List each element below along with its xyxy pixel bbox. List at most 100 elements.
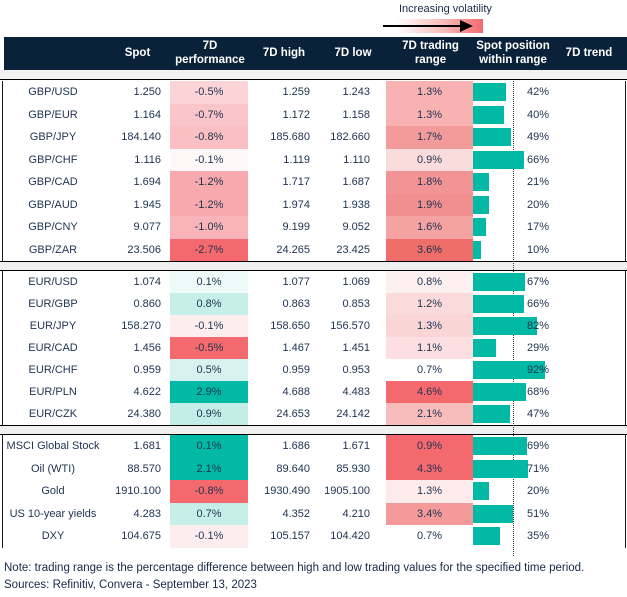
section-divider [0, 425, 627, 435]
table-row[interactable]: GBP/AUD 1.945 -1.2% 1.974 1.938 1.9% 20% [3, 193, 625, 217]
trend-cell [551, 503, 625, 526]
position-value: 17% [527, 221, 550, 234]
low-value: 0.853 [342, 298, 370, 310]
high-value: 4.688 [282, 386, 310, 398]
spot-value: 4.283 [133, 507, 161, 520]
table-row[interactable]: EUR/USD 1.074 0.1% 1.077 1.069 0.8% 67% [3, 271, 625, 293]
volatility-arrow-icon [460, 20, 473, 32]
position-value: 21% [527, 176, 550, 189]
table-row[interactable]: US 10-year yields 4.283 0.7% 4.352 4.210 3.4%… [3, 502, 625, 526]
low-value: 4.210 [342, 507, 370, 520]
low-value: 0.953 [342, 364, 370, 376]
header-7d-trend: 7D trend [565, 46, 613, 59]
trading-range-cell: 1.1% [386, 337, 473, 359]
trend-cell [551, 293, 625, 315]
low-value: 23.425 [336, 243, 370, 256]
table-row[interactable]: MSCI Global Stock 1.681 0.1% 1.686 1.671 0.9%… [3, 435, 625, 458]
asset-label: GBP/CAD [28, 176, 78, 189]
position-value: 42% [527, 86, 550, 99]
high-value: 24.265 [276, 243, 310, 256]
high-value: 105.157 [270, 530, 310, 543]
trading-range-cell: 1.7% [386, 126, 473, 149]
asset-label: EUR/JPY [29, 320, 77, 332]
table-row[interactable]: GBP/JPY 184.140 -0.8% 185.680 182.660 1.7% 49% [3, 126, 625, 149]
performance-cell: -2.7% [170, 238, 248, 261]
trend-cell [551, 216, 625, 239]
position-value: 66% [527, 153, 550, 166]
position-bar [473, 437, 527, 455]
table-row[interactable]: GBP/EUR 1.164 -0.7% 1.172 1.158 1.3% 40% [3, 103, 625, 127]
position-bar-cell: 92% [473, 359, 551, 381]
trend-cell [551, 480, 625, 503]
performance-cell: -1.2% [170, 171, 248, 194]
position-bar-cell: 71% [473, 458, 551, 481]
table-row[interactable]: EUR/PLN 4.622 2.9% 4.688 4.483 4.6% 68% [3, 381, 625, 403]
high-value: 1.717 [282, 176, 310, 189]
position-value: 92% [527, 364, 550, 376]
high-value: 1.172 [282, 108, 310, 121]
position-bar [473, 173, 490, 191]
trend-cell [551, 315, 625, 337]
performance-cell: 0.5% [170, 359, 248, 381]
low-value: 1.069 [342, 276, 370, 288]
header-7d-high: 7D high [262, 46, 306, 59]
low-value: 24.142 [336, 408, 370, 420]
table-row[interactable]: EUR/CAD 1.456 -0.5% 1.467 1.451 1.1% 29% [3, 337, 625, 359]
trend-cell [551, 239, 625, 262]
position-bar [473, 218, 487, 236]
table-row[interactable]: EUR/GBP 0.860 0.8% 0.863 0.853 1.2% 66% [3, 293, 625, 315]
trend-cell [551, 149, 625, 172]
asset-label: EUR/USD [28, 276, 78, 288]
asset-label: GBP/EUR [28, 108, 78, 121]
table-row[interactable]: Gold 1910.100 -0.8% 1930.490 1905.100 1.3% 20% [3, 480, 625, 503]
section-divider [0, 261, 627, 271]
position-bar-cell: 40% [473, 104, 551, 127]
position-bar-cell: 20% [473, 194, 551, 217]
table-row[interactable]: DXY 104.675 -0.1% 105.157 104.420 0.7% 35% [3, 525, 625, 548]
table-row[interactable]: Oil (WTI) 88.570 2.1% 89.640 85.930 4.3% 71% [3, 457, 625, 481]
position-bar [473, 339, 496, 357]
spot-value: 4.622 [133, 386, 161, 398]
high-value: 158.650 [270, 320, 310, 332]
low-value: 1905.100 [324, 485, 370, 498]
table-row[interactable]: GBP/CNY 9.077 -1.0% 9.199 9.052 1.6% 17% [3, 216, 625, 239]
table-row[interactable]: GBP/CAD 1.694 -1.2% 1.717 1.687 1.8% 21% [3, 171, 625, 194]
table-row[interactable]: EUR/CZK 24.380 0.9% 24.653 24.142 2.1% 47% [3, 403, 625, 425]
performance-cell: -0.8% [170, 480, 248, 503]
spot-value: 1.945 [133, 198, 161, 211]
position-bar [473, 273, 526, 291]
spot-value: 1.694 [133, 176, 161, 189]
position-bar-cell: 66% [473, 293, 551, 315]
asset-label: GBP/CHF [28, 153, 78, 166]
trading-range-cell: 1.8% [386, 171, 473, 194]
footnote: Note: trading range is the percentage di… [4, 562, 585, 574]
trading-range-cell: 1.2% [386, 293, 473, 315]
header-separator [0, 70, 627, 80]
position-value: 10% [527, 243, 550, 256]
performance-cell: -0.1% [170, 315, 248, 337]
position-bar [473, 295, 525, 313]
position-bar [473, 405, 510, 423]
table-row[interactable]: GBP/ZAR 23.506 -2.7% 24.265 23.425 3.6% 10% [3, 238, 625, 262]
table-row[interactable]: EUR/CHF 0.959 0.5% 0.959 0.953 0.7% 92% [3, 359, 625, 381]
high-value: 89.640 [276, 462, 310, 475]
position-value: 68% [527, 386, 550, 398]
trading-range-cell: 1.6% [386, 216, 473, 239]
position-value: 69% [527, 440, 550, 453]
position-bar-cell: 21% [473, 171, 551, 194]
low-value: 1.671 [342, 440, 370, 453]
spot-value: 1.456 [133, 342, 161, 354]
table-row[interactable]: GBP/USD 1.250 -0.5% 1.259 1.243 1.3% 42% [3, 81, 625, 104]
position-bar-cell: 42% [473, 81, 551, 104]
table-row[interactable]: GBP/CHF 1.116 -0.1% 1.119 1.110 0.9% 66% [3, 148, 625, 172]
table-body: GBP/USD 1.250 -0.5% 1.259 1.243 1.3% 42% GBP/EU… [0, 81, 627, 556]
high-value: 185.680 [270, 131, 310, 144]
table-section: EUR/USD 1.074 0.1% 1.077 1.069 0.8% 67% EUR/GBP… [2, 271, 626, 425]
position-bar-cell: 69% [473, 435, 551, 458]
trading-range-cell: 1.3% [386, 315, 473, 337]
position-bar [473, 240, 481, 259]
performance-cell: 0.9% [170, 403, 248, 425]
trading-range-cell: 0.7% [386, 525, 473, 548]
low-value: 1.110 [343, 153, 370, 166]
table-row[interactable]: EUR/JPY 158.270 -0.1% 158.650 156.570 1.3% 82% [3, 315, 625, 337]
